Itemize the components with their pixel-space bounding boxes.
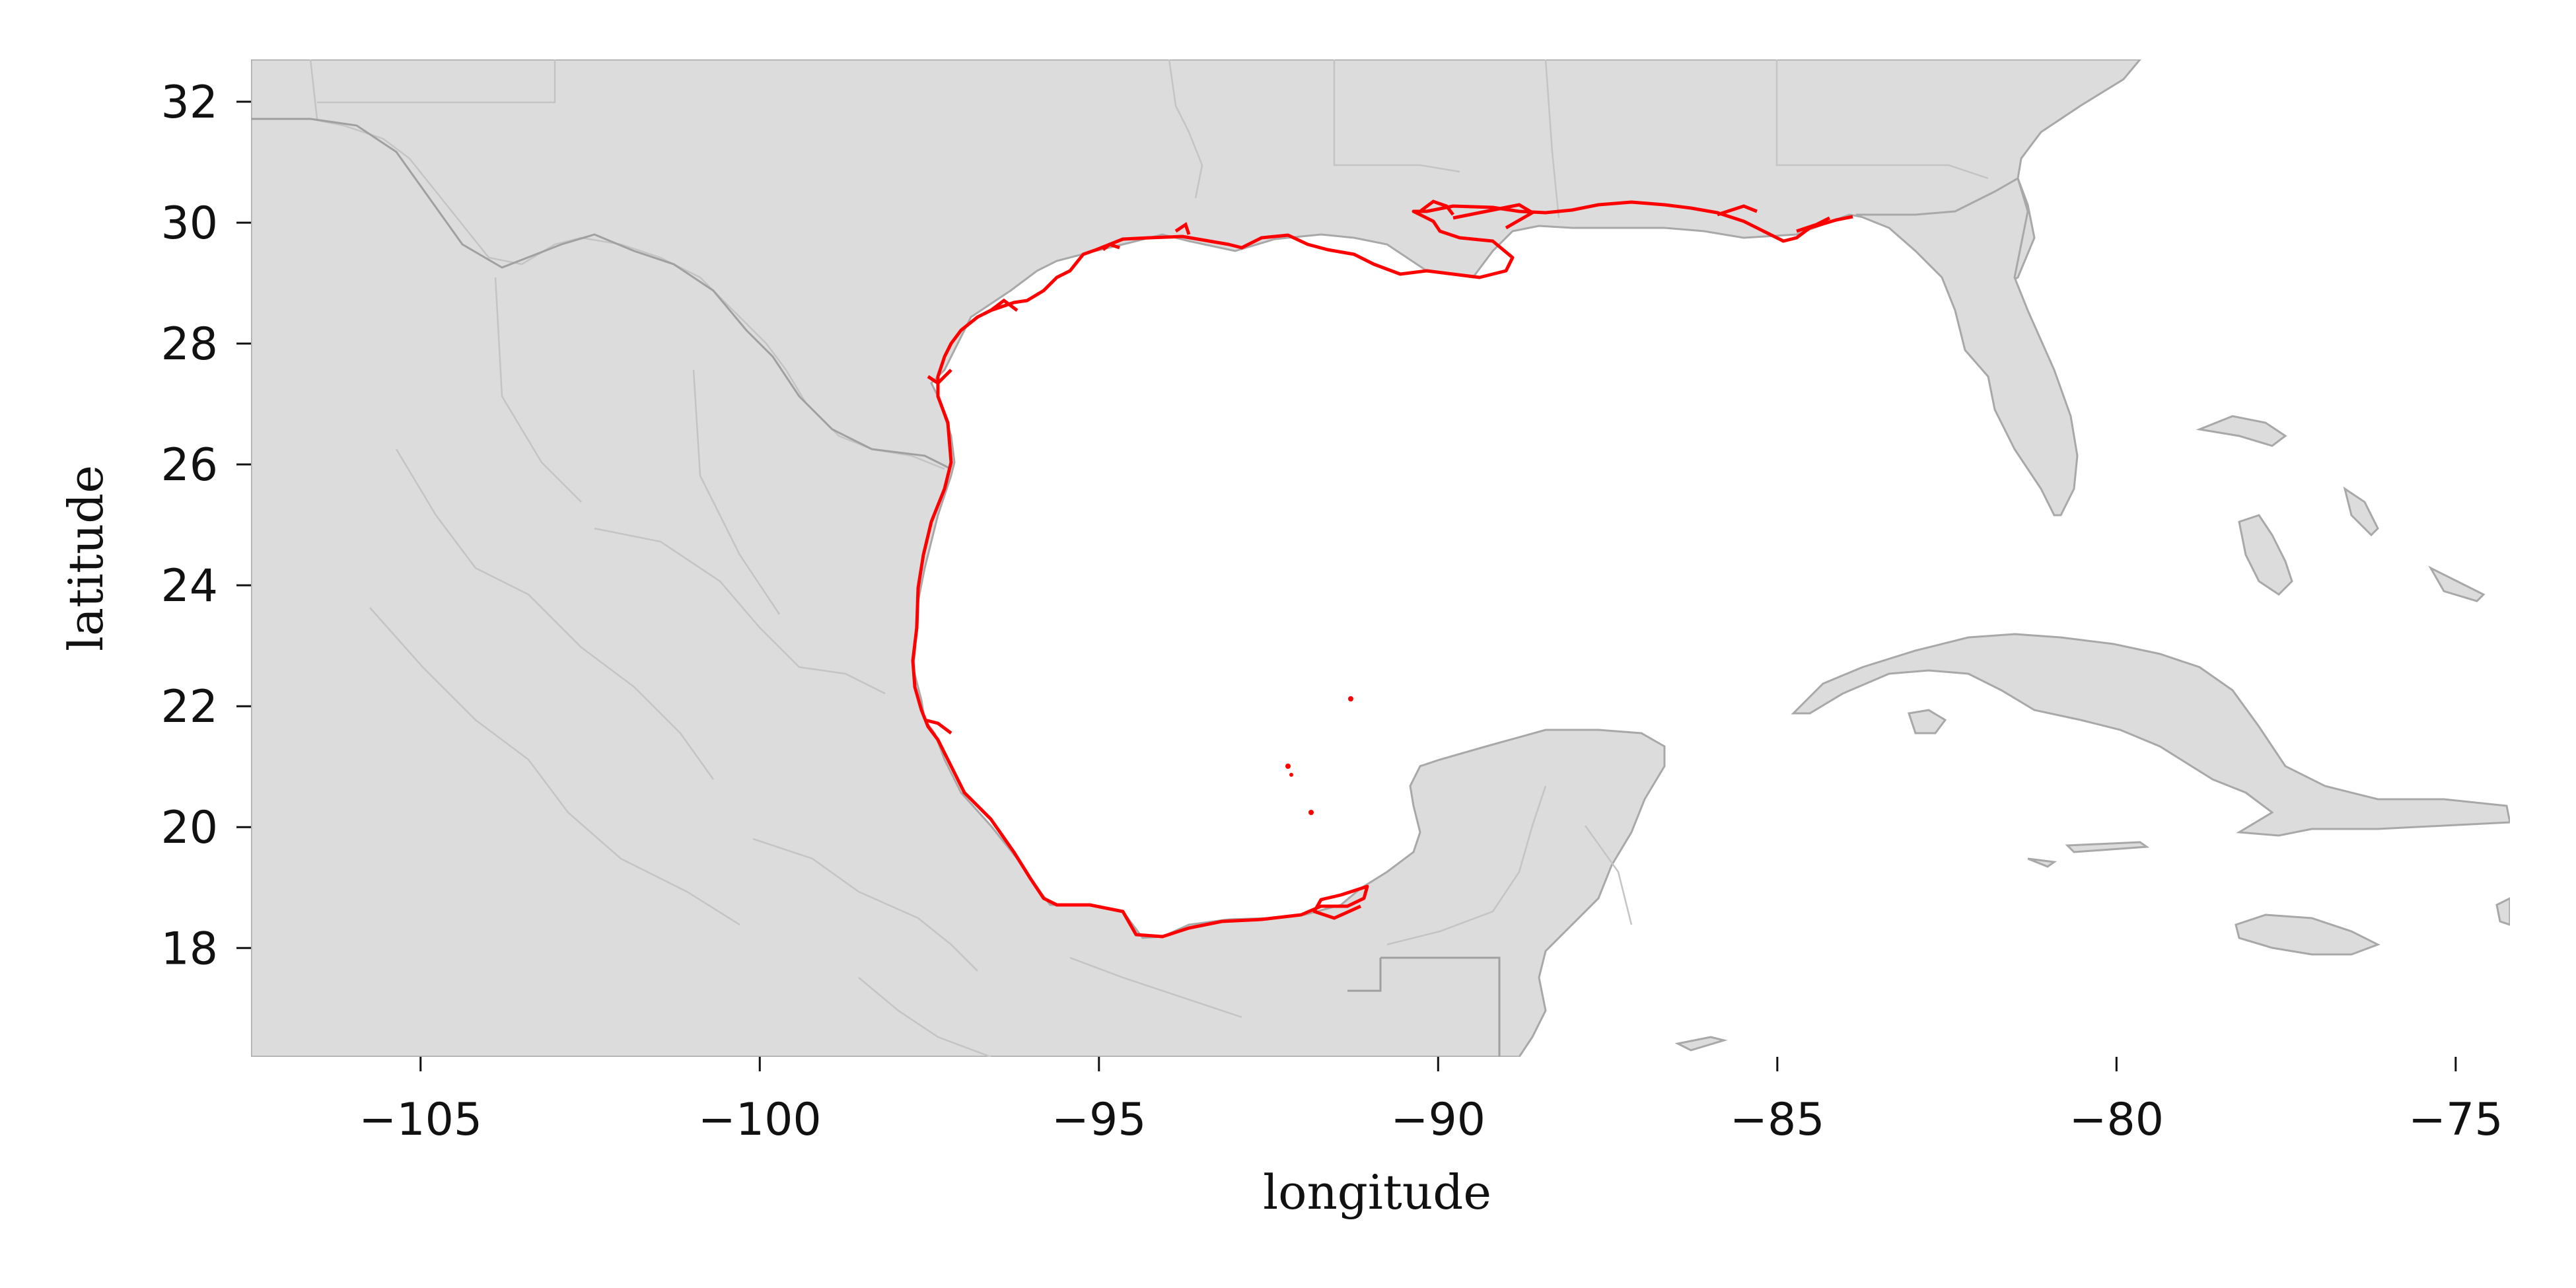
y-tick-label: 24: [161, 560, 218, 612]
gulf-reef-points: [1285, 696, 1353, 815]
x-axis-title: longitude: [1263, 1164, 1491, 1220]
land-isla-juventud: [1908, 709, 1947, 734]
x-tick-label: −100: [698, 1094, 822, 1146]
y-tick-label: 20: [161, 802, 218, 854]
y-tick-label: 30: [161, 197, 218, 250]
x-tick-label: −80: [2069, 1094, 2165, 1146]
land-florida: [1855, 176, 2079, 517]
gulf-coastline: [911, 200, 1853, 939]
land-bahamas: [1674, 415, 2510, 1052]
y-tick-label: 18: [161, 923, 218, 975]
y-tick-label: 26: [161, 439, 218, 491]
x-tick-label: −85: [1730, 1094, 1825, 1146]
x-tick-label: −75: [2408, 1094, 2503, 1146]
country-borders: [251, 118, 1501, 1057]
y-tick-label: 22: [161, 681, 218, 733]
x-tick-label: −90: [1391, 1094, 1486, 1146]
y-axis: 32 30 28 26 24 22 20 18: [161, 77, 251, 975]
land-cuba: [1791, 633, 2510, 837]
map-area: [251, 59, 2510, 1057]
y-axis-title: latitude: [58, 465, 114, 651]
x-tick-label: −95: [1052, 1094, 1147, 1146]
land-north-america: [251, 59, 2141, 1057]
gulf-coastline-details: [924, 199, 1831, 734]
y-tick-label: 32: [161, 77, 218, 129]
land-jamaica: [2235, 913, 2380, 956]
x-tick-label: −105: [359, 1094, 482, 1146]
y-tick-label: 28: [161, 318, 218, 371]
x-axis: −105 −100 −95 −90 −85 −80 −75: [359, 1057, 2503, 1146]
